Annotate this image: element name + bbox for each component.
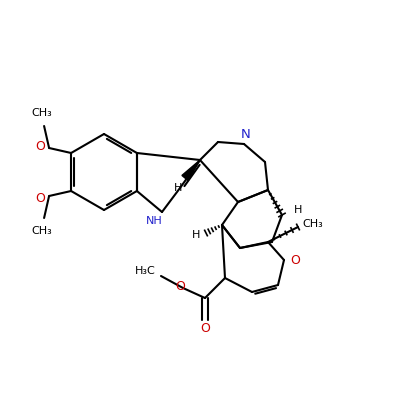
Text: O: O xyxy=(175,280,185,294)
Polygon shape xyxy=(182,160,200,180)
Text: O: O xyxy=(35,140,45,152)
Text: CH₃: CH₃ xyxy=(302,219,323,229)
Text: CH₃: CH₃ xyxy=(32,226,52,236)
Text: H: H xyxy=(294,205,302,215)
Text: N: N xyxy=(241,128,251,140)
Text: O: O xyxy=(290,254,300,266)
Text: H₃C: H₃C xyxy=(135,266,156,276)
Text: CH₃: CH₃ xyxy=(32,108,52,118)
Text: H: H xyxy=(174,183,182,193)
Text: O: O xyxy=(200,322,210,336)
Text: NH: NH xyxy=(146,216,162,226)
Text: O: O xyxy=(35,192,45,204)
Text: H: H xyxy=(192,230,200,240)
